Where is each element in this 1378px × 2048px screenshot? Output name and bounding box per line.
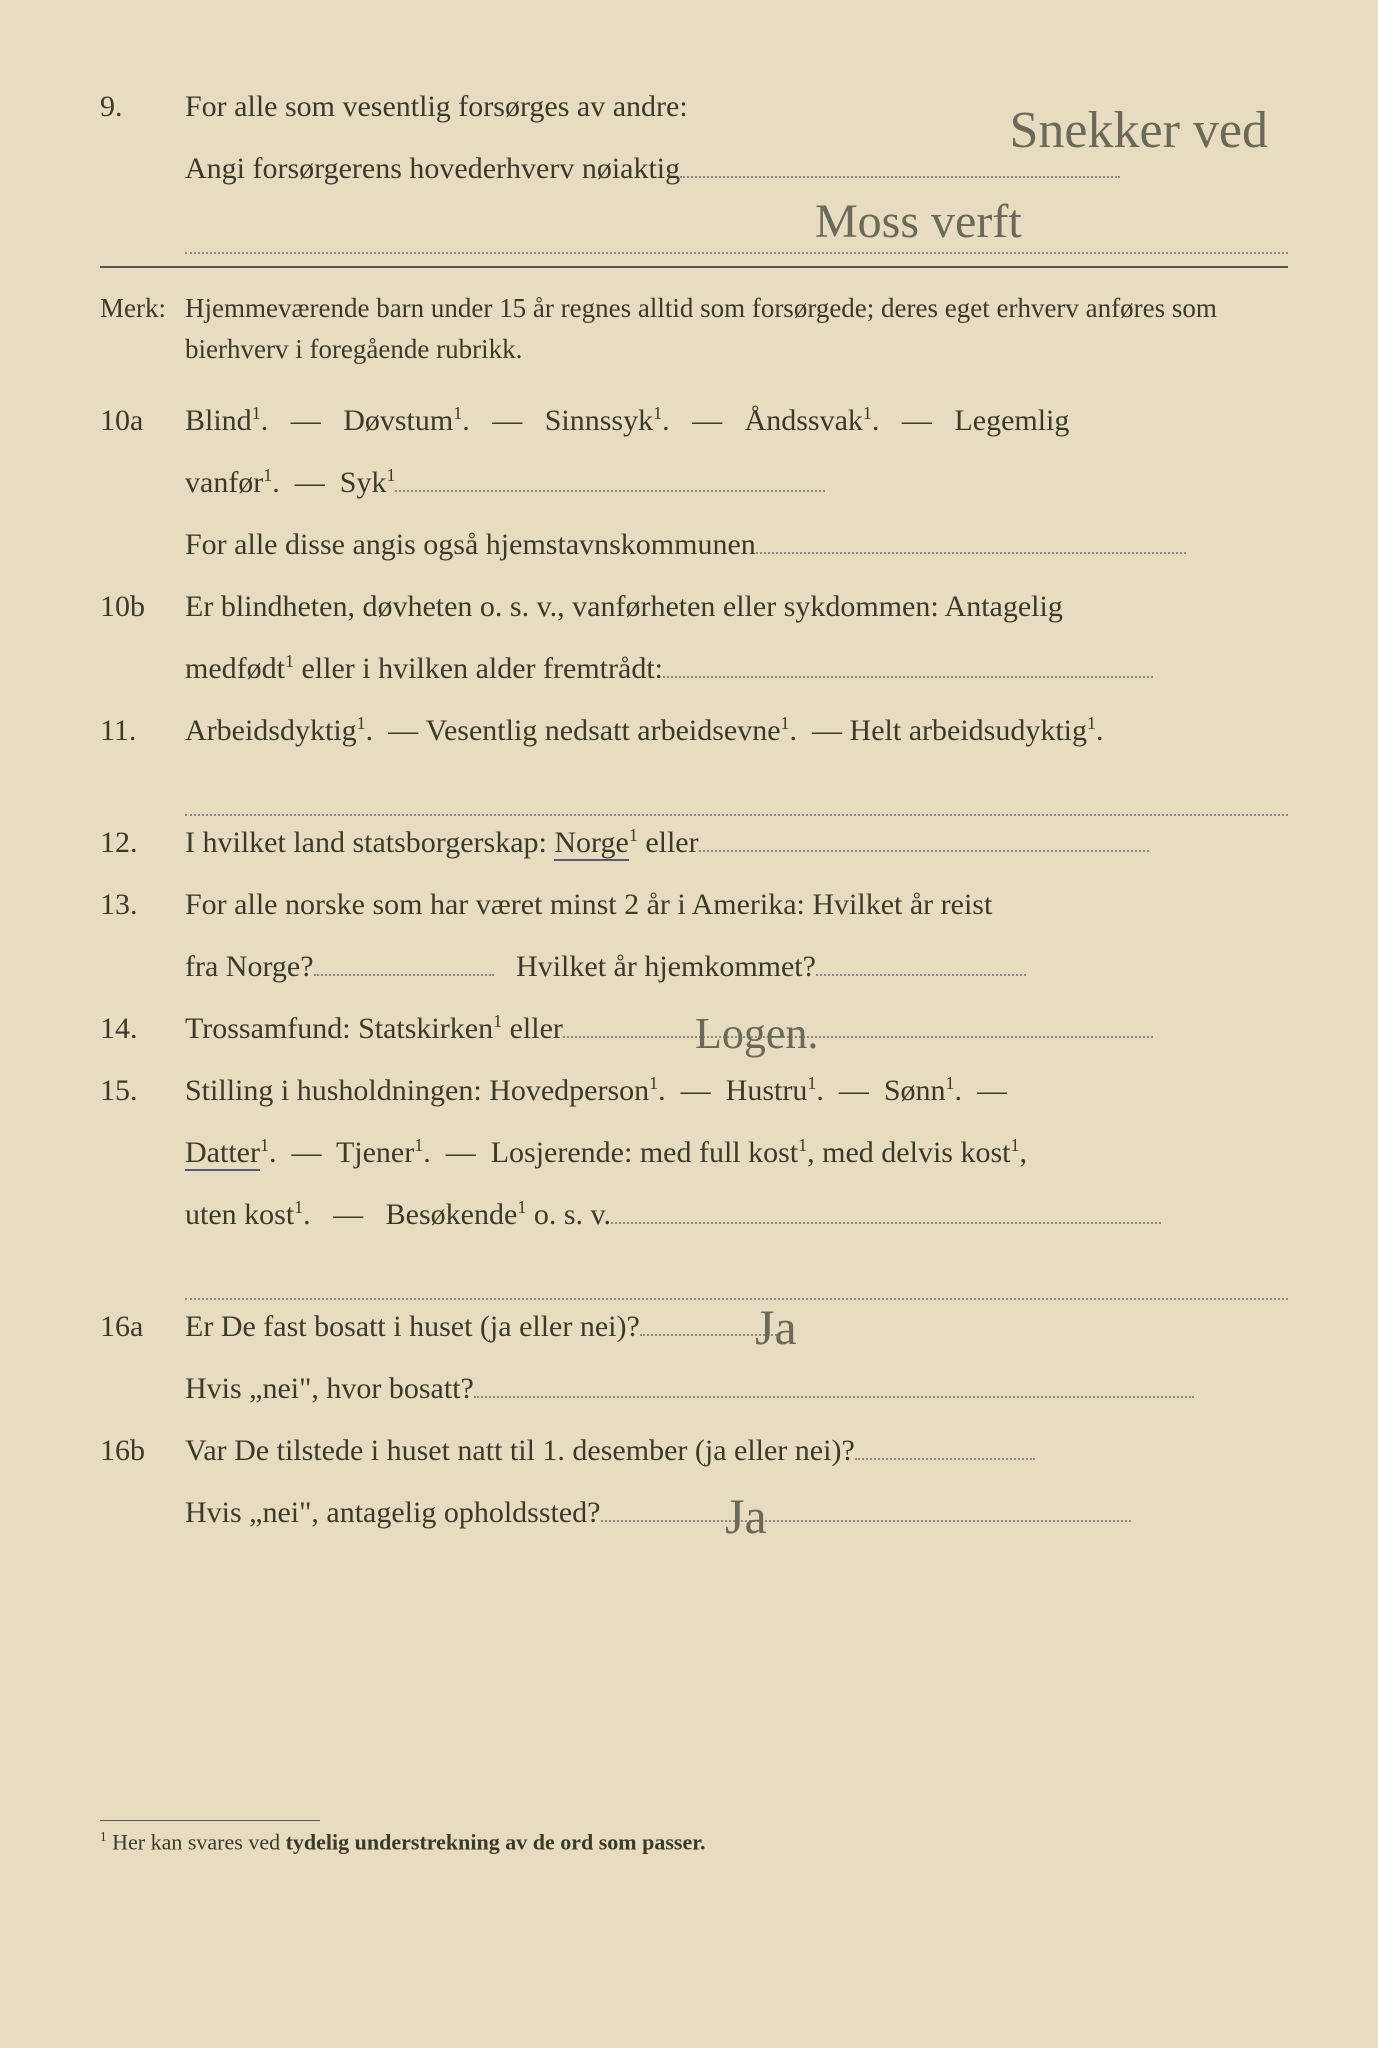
question-16a: 16a Er De fast bosatt i huset (ja eller … <box>100 1300 1288 1354</box>
question-16b: 16b Var De tilstede i huset natt til 1. … <box>100 1424 1288 1478</box>
q14-handwriting: Logen. <box>695 994 818 1073</box>
q10b-line1: Er blindheten, døvheten o. s. v., vanfør… <box>185 580 1288 634</box>
census-form-page: 9. For alle som vesentlig forsørges av a… <box>100 80 1288 1855</box>
merk-text: Hjemmeværende barn under 15 år regnes al… <box>185 288 1288 369</box>
q12-number: 12. <box>100 816 185 870</box>
question-10a-line3: For alle disse angis også hjemstavnskomm… <box>100 518 1288 572</box>
q9-extra-line: Moss verft <box>185 204 1288 254</box>
q9-number: 9. <box>100 80 185 134</box>
q9-handwriting-2: Moss verft <box>815 194 1022 249</box>
q10a-number: 10a <box>100 394 185 448</box>
question-10a-line2: vanfør1. — Syk1 <box>100 456 1288 510</box>
question-10a: 10a Blind1. — Døvstum1. — Sinnssyk1. — Å… <box>100 394 1288 448</box>
merk-note: Merk: Hjemmeværende barn under 15 år reg… <box>100 288 1288 369</box>
q10b-number: 10b <box>100 580 185 634</box>
q14-number: 14. <box>100 1002 185 1056</box>
q16b-handwriting: Ja <box>725 1471 767 1561</box>
blank-line-15 <box>185 1250 1288 1300</box>
question-12: 12. I hvilket land statsborgerskap: Norg… <box>100 816 1288 870</box>
q16a-handwriting: Ja <box>755 1282 797 1372</box>
question-16a-line2: Hvis „nei", hvor bosatt? <box>100 1362 1288 1416</box>
blank-line-11 <box>185 766 1288 816</box>
q13-number: 13. <box>100 878 185 932</box>
question-15: 15. Stilling i husholdningen: Hovedperso… <box>100 1064 1288 1118</box>
q15-datter-underlined: Datter <box>185 1136 260 1171</box>
merk-label: Merk: <box>100 288 185 329</box>
q11-number: 11. <box>100 704 185 758</box>
footnote-divider <box>100 1820 320 1821</box>
question-10b-line2: medfødt1 eller i hvilken alder fremtrådt… <box>100 642 1288 696</box>
q12-norge-underlined: Norge <box>554 826 628 861</box>
divider-1 <box>100 266 1288 268</box>
question-13-line2: fra Norge? Hvilket år hjemkommet? <box>100 940 1288 994</box>
question-15-line3: uten kost1. — Besøkende1 o. s. v. <box>100 1188 1288 1242</box>
question-13: 13. For alle norske som har været minst … <box>100 878 1288 932</box>
question-16b-line2: Hvis „nei", antagelig opholdssted? Ja <box>100 1486 1288 1540</box>
q13-line1: For alle norske som har været minst 2 år… <box>185 878 1288 932</box>
question-11: 11. Arbeidsdyktig1. — Vesentlig nedsatt … <box>100 704 1288 758</box>
q9-handwriting-1: Snekker ved <box>1010 84 1268 178</box>
q16b-number: 16b <box>100 1424 185 1478</box>
question-10b: 10b Er blindheten, døvheten o. s. v., va… <box>100 580 1288 634</box>
q16a-number: 16a <box>100 1300 185 1354</box>
footnote: 1 Her kan svares ved tydelig understrekn… <box>100 1829 1288 1855</box>
q9-line2-text: Angi forsørgerens hovederhverv nøiaktig <box>185 152 680 185</box>
q15-number: 15. <box>100 1064 185 1118</box>
question-14: 14. Trossamfund: Statskirken1 eller Loge… <box>100 1002 1288 1056</box>
question-15-line2: Datter1. — Tjener1. — Losjerende: med fu… <box>100 1126 1288 1180</box>
question-9-line2: Angi forsørgerens hovederhverv nøiaktig … <box>100 142 1288 196</box>
